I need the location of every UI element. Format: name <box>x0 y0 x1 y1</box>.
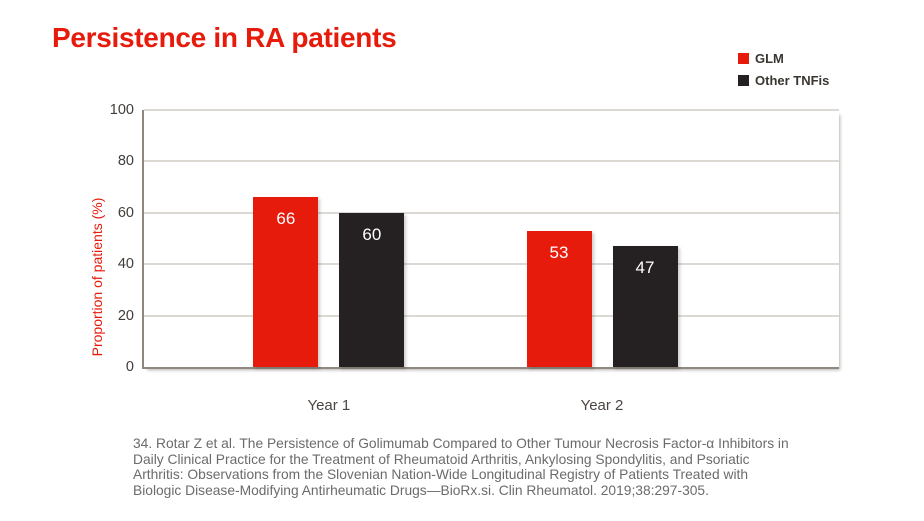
citation: 34. Rotar Z et al. The Persistence of Go… <box>133 436 893 499</box>
bar-value-label: 47 <box>635 258 655 278</box>
legend-item: Other TNFis <box>738 69 829 91</box>
y-tick-label: 80 <box>117 153 134 170</box>
bar-other-tnfis-year-2: 47 <box>612 246 678 367</box>
x-axis-label: Year 1 <box>307 397 351 414</box>
bar-glm-year-2: 53 <box>526 230 592 367</box>
gridline <box>144 211 839 214</box>
chart-legend: GLM Other TNFis <box>738 47 829 91</box>
citation-line: 34. Rotar Z et al. The Persistence of Go… <box>133 436 789 451</box>
y-tick-label: 40 <box>117 256 134 273</box>
y-tick-label: 20 <box>117 307 134 324</box>
plot-area: 0 20 40 60 80 100 66 60 Year 1 53 47 Year 2 <box>110 102 839 414</box>
legend-swatch-other-tnfis <box>738 74 749 86</box>
gridline <box>144 109 839 111</box>
gridline <box>144 263 839 266</box>
bar-glm-year-1: 66 <box>253 197 319 367</box>
y-tick-label: 60 <box>117 204 134 221</box>
y-tick-label: 0 <box>125 359 134 375</box>
x-axis-label: Year 2 <box>580 397 624 414</box>
citation-line: Biologic Disease-Modifying Antirheumatic… <box>133 483 709 499</box>
page-title: Persistence in RA patients <box>52 22 397 53</box>
y-tick-label: 100 <box>109 102 134 118</box>
legend-label: GLM <box>755 50 784 66</box>
legend-label: Other TNFis <box>755 72 830 88</box>
citation-line: Daily Clinical Practice for the Treatmen… <box>133 451 750 467</box>
bar-value-label: 53 <box>549 242 569 262</box>
gridline <box>144 314 839 317</box>
gridline <box>144 160 839 163</box>
citation-line: Arthritis: Observations from the Sloveni… <box>133 467 749 483</box>
y-axis-title: Proportion of patients (%) <box>89 197 105 357</box>
bar-other-tnfis-year-1: 60 <box>339 212 405 367</box>
legend-item: GLM <box>738 47 829 69</box>
bar-value-label: 66 <box>276 209 296 229</box>
bar-value-label: 60 <box>362 224 382 244</box>
legend-swatch-glm <box>738 52 749 64</box>
